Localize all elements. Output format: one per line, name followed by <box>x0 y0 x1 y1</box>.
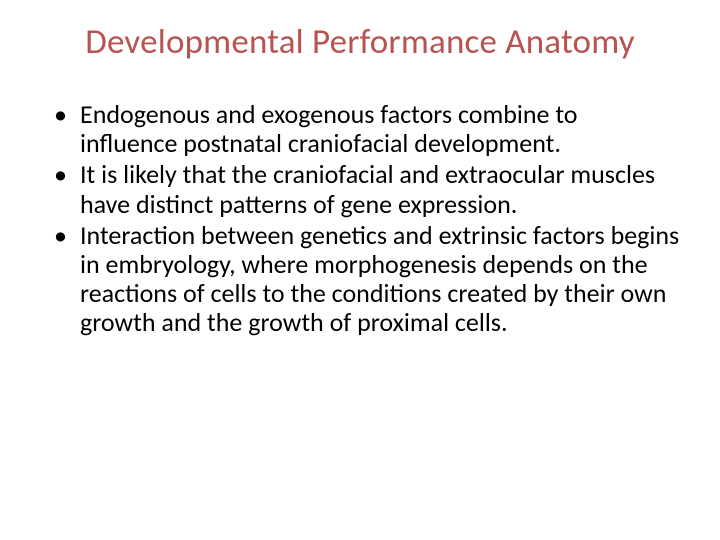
slide-title: Developmental Performance Anatomy <box>40 22 680 62</box>
bullet-item: Endogenous and exogenous factors combine… <box>54 100 680 158</box>
slide-body: Endogenous and exogenous factors combine… <box>40 100 680 337</box>
slide: Developmental Performance Anatomy Endoge… <box>0 0 720 540</box>
bullet-item: Interaction between genetics and extrins… <box>54 221 680 337</box>
bullet-list: Endogenous and exogenous factors combine… <box>54 100 680 337</box>
bullet-item: It is likely that the craniofacial and e… <box>54 160 680 218</box>
bullet-text: It is likely that the craniofacial and e… <box>80 158 655 219</box>
bullet-text: Interaction between genetics and extrins… <box>80 219 679 338</box>
bullet-text: Endogenous and exogenous factors combine… <box>80 98 578 159</box>
